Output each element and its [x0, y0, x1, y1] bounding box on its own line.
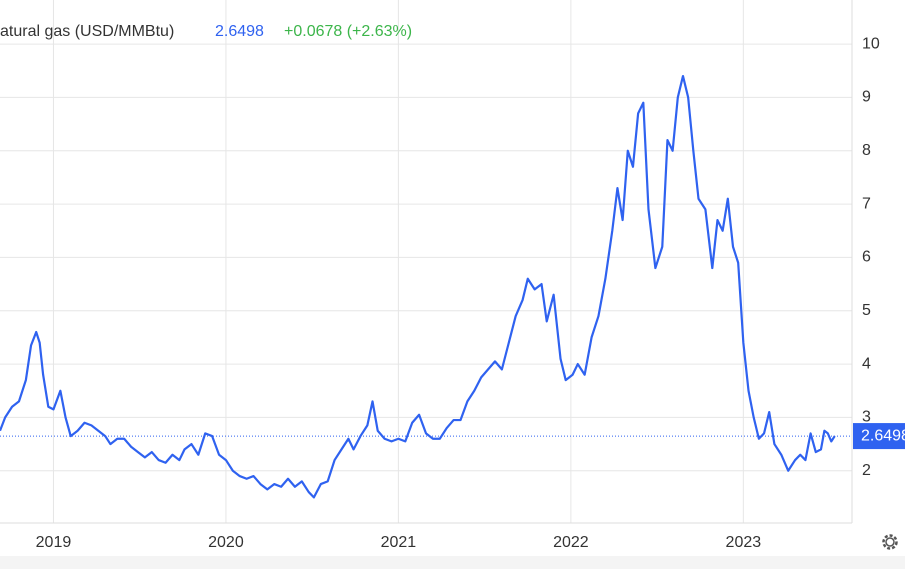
last-price-label: 2.6498: [861, 427, 905, 444]
y-tick-label: 6: [862, 249, 871, 266]
price-line: [0, 74, 836, 499]
x-tick-label: 2023: [726, 534, 762, 551]
settings-icon[interactable]: [882, 534, 898, 550]
x-tick-label: 2022: [553, 534, 589, 551]
chart-title: atural gas (USD/MMBtu): [0, 23, 174, 40]
last-price-box: [853, 423, 905, 450]
y-tick-label: 7: [862, 195, 871, 212]
plot: [0, 74, 852, 499]
price-change: +0.0678 (+2.63%): [284, 23, 412, 40]
y-tick-label: 3: [862, 409, 871, 426]
footer-bar: [0, 556, 905, 569]
y-tick-label: 9: [862, 89, 871, 106]
y-tick-label: 10: [862, 35, 880, 52]
gear-body: [885, 537, 895, 547]
x-tick-label: 2020: [208, 534, 244, 551]
y-tick-label: 4: [862, 355, 871, 372]
price: 2.6498: [215, 23, 264, 40]
x-tick-label: 2021: [381, 534, 417, 551]
x-tick-label: 2019: [36, 534, 72, 551]
y-tick-label: 8: [862, 142, 871, 159]
y-tick-label: 5: [862, 302, 871, 319]
y-tick-label: 2: [862, 462, 871, 479]
gear-teeth: [882, 534, 898, 550]
